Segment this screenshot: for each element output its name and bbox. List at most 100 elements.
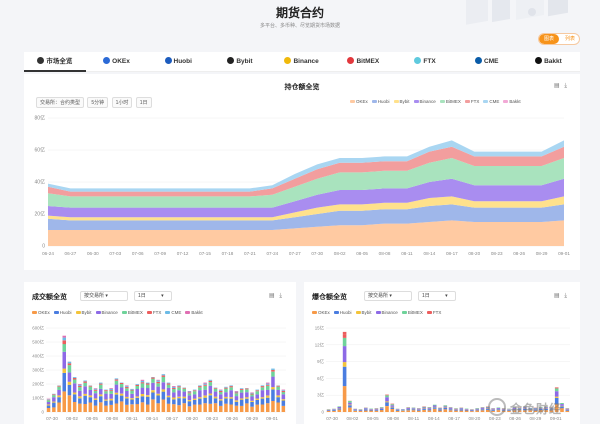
liq-group-select[interactable]: 按交易所 ▾ bbox=[364, 291, 412, 301]
bar-segment bbox=[544, 407, 548, 409]
bar-segment bbox=[255, 391, 259, 395]
legend-item[interactable]: Huobi bbox=[333, 310, 352, 315]
legend-item[interactable]: OKEx bbox=[312, 310, 330, 315]
tab-市场全览[interactable]: 市场全览 bbox=[24, 52, 86, 72]
x-tick-label: 08-26 bbox=[226, 416, 238, 421]
legend-item[interactable]: BitMEX bbox=[439, 99, 461, 104]
y-tick-label: 6亿 bbox=[317, 375, 324, 382]
interval-1d[interactable]: 1日 bbox=[135, 97, 152, 108]
bar-segment bbox=[342, 334, 347, 338]
bar-segment bbox=[374, 408, 379, 410]
bar-segment bbox=[156, 393, 160, 396]
legend-item[interactable]: Huobi bbox=[53, 310, 72, 315]
interval-5m[interactable]: 5分钟 bbox=[87, 97, 109, 108]
volume-card: 成交额全览 按交易所 ▾ 1日 ▾ ▤ ⤓ OKEx Huobi Bybit Bina… bbox=[24, 282, 296, 424]
legend-swatch bbox=[75, 311, 81, 314]
bar-segment bbox=[374, 409, 379, 411]
bar-segment bbox=[523, 406, 527, 408]
download-icon[interactable]: ⤓ bbox=[564, 293, 567, 299]
tab-okex[interactable]: OKEx bbox=[86, 52, 148, 72]
bar-segment bbox=[192, 399, 197, 405]
bar-segment bbox=[62, 337, 66, 341]
bar-segment bbox=[104, 389, 108, 391]
legend-item[interactable]: Bybit bbox=[355, 310, 372, 315]
bar-segment bbox=[342, 331, 347, 335]
bar-segment bbox=[146, 382, 150, 384]
bar-segment bbox=[245, 389, 249, 393]
bar-segment bbox=[177, 398, 181, 406]
liq-interval-select[interactable]: 1日 ▾ bbox=[418, 291, 456, 301]
view-toggle[interactable]: 图表 列表 bbox=[538, 33, 580, 45]
legend-item[interactable]: Binance bbox=[413, 99, 436, 104]
bar-segment bbox=[62, 335, 66, 338]
bar-segment bbox=[565, 410, 570, 412]
tab-huobi[interactable]: Huobi bbox=[147, 52, 209, 72]
list-view-button[interactable]: 列表 bbox=[564, 36, 575, 42]
tab-ftx[interactable]: FTX bbox=[394, 52, 456, 72]
bar-segment bbox=[151, 378, 155, 383]
legend-item[interactable]: BitMEX bbox=[121, 310, 143, 315]
bar-segment bbox=[234, 391, 239, 393]
legend-item[interactable]: Bakkt bbox=[185, 310, 203, 315]
exchange-logo-icon bbox=[164, 57, 172, 64]
bar-segment bbox=[198, 397, 202, 399]
legend-label: CME bbox=[171, 310, 182, 315]
legend-item[interactable]: FTX bbox=[426, 310, 441, 315]
legend-item[interactable]: Binance bbox=[375, 310, 398, 315]
legend-item[interactable]: CME bbox=[165, 310, 181, 315]
bar-segment bbox=[114, 379, 119, 381]
bar-segment bbox=[151, 377, 155, 379]
bar-segment bbox=[83, 382, 87, 387]
bar-segment bbox=[229, 385, 233, 387]
bar-segment bbox=[182, 388, 186, 392]
legend-item[interactable]: BitMEX bbox=[401, 310, 423, 315]
legend-swatch bbox=[375, 311, 381, 314]
legend-item[interactable]: Huobi bbox=[371, 99, 390, 104]
bar-segment bbox=[156, 380, 160, 382]
page-title: 期货合约 bbox=[275, 6, 324, 20]
bar-segment bbox=[245, 388, 249, 390]
tab-binance[interactable]: Binance bbox=[271, 52, 333, 72]
legend-item[interactable]: Bybit bbox=[393, 99, 410, 104]
tab-cme[interactable]: CME bbox=[456, 52, 518, 72]
bar-segment bbox=[119, 393, 124, 396]
legend-item[interactable]: Binance bbox=[95, 310, 118, 315]
list-icon[interactable]: ▤ bbox=[554, 83, 560, 89]
bar-segment bbox=[57, 389, 61, 396]
volume-interval-select[interactable]: 1日 ▾ bbox=[134, 291, 172, 301]
bar-segment bbox=[192, 394, 197, 399]
bar-segment bbox=[213, 396, 218, 399]
volume-group-select[interactable]: 按交易所 ▾ bbox=[80, 291, 128, 301]
bar-segment bbox=[109, 404, 113, 412]
x-tick-label: 08-08 bbox=[106, 416, 118, 421]
bar-segment bbox=[46, 400, 51, 402]
legend-item[interactable]: OKEx bbox=[32, 310, 50, 315]
bar-segment bbox=[401, 410, 405, 411]
interval-1h[interactable]: 1小时 bbox=[111, 97, 133, 108]
legend-item[interactable]: CME bbox=[483, 99, 499, 104]
bar-segment bbox=[560, 406, 564, 409]
bar-segment bbox=[130, 404, 134, 412]
legend-item[interactable]: FTX bbox=[464, 99, 479, 104]
bar-segment bbox=[208, 393, 213, 396]
legend-label: OKEx bbox=[356, 99, 368, 104]
legend-item[interactable]: FTX bbox=[146, 310, 161, 315]
tab-bakkt[interactable]: Bakkt bbox=[518, 52, 580, 72]
list-icon[interactable]: ▤ bbox=[269, 293, 275, 299]
bar-segment bbox=[72, 394, 77, 402]
tab-bybit[interactable]: Bybit bbox=[209, 52, 271, 72]
bar-segment bbox=[337, 409, 342, 412]
exchange-filter[interactable]: 交易所：合约类型 bbox=[36, 97, 85, 108]
bar-segment bbox=[390, 404, 395, 406]
legend-item[interactable]: Bakkt bbox=[503, 99, 521, 104]
chart-view-button[interactable]: 图表 bbox=[539, 34, 559, 44]
legend-item[interactable]: OKEx bbox=[350, 99, 368, 104]
tab-bitmex[interactable]: BitMEX bbox=[333, 52, 395, 72]
bar-segment bbox=[140, 379, 145, 381]
oi-series-okex bbox=[48, 220, 564, 246]
list-icon[interactable]: ▤ bbox=[554, 293, 560, 299]
x-tick-label: 07-12 bbox=[177, 251, 189, 256]
legend-item[interactable]: Bybit bbox=[75, 310, 92, 315]
download-icon[interactable]: ⤓ bbox=[279, 293, 282, 299]
download-icon[interactable]: ⤓ bbox=[564, 83, 567, 89]
